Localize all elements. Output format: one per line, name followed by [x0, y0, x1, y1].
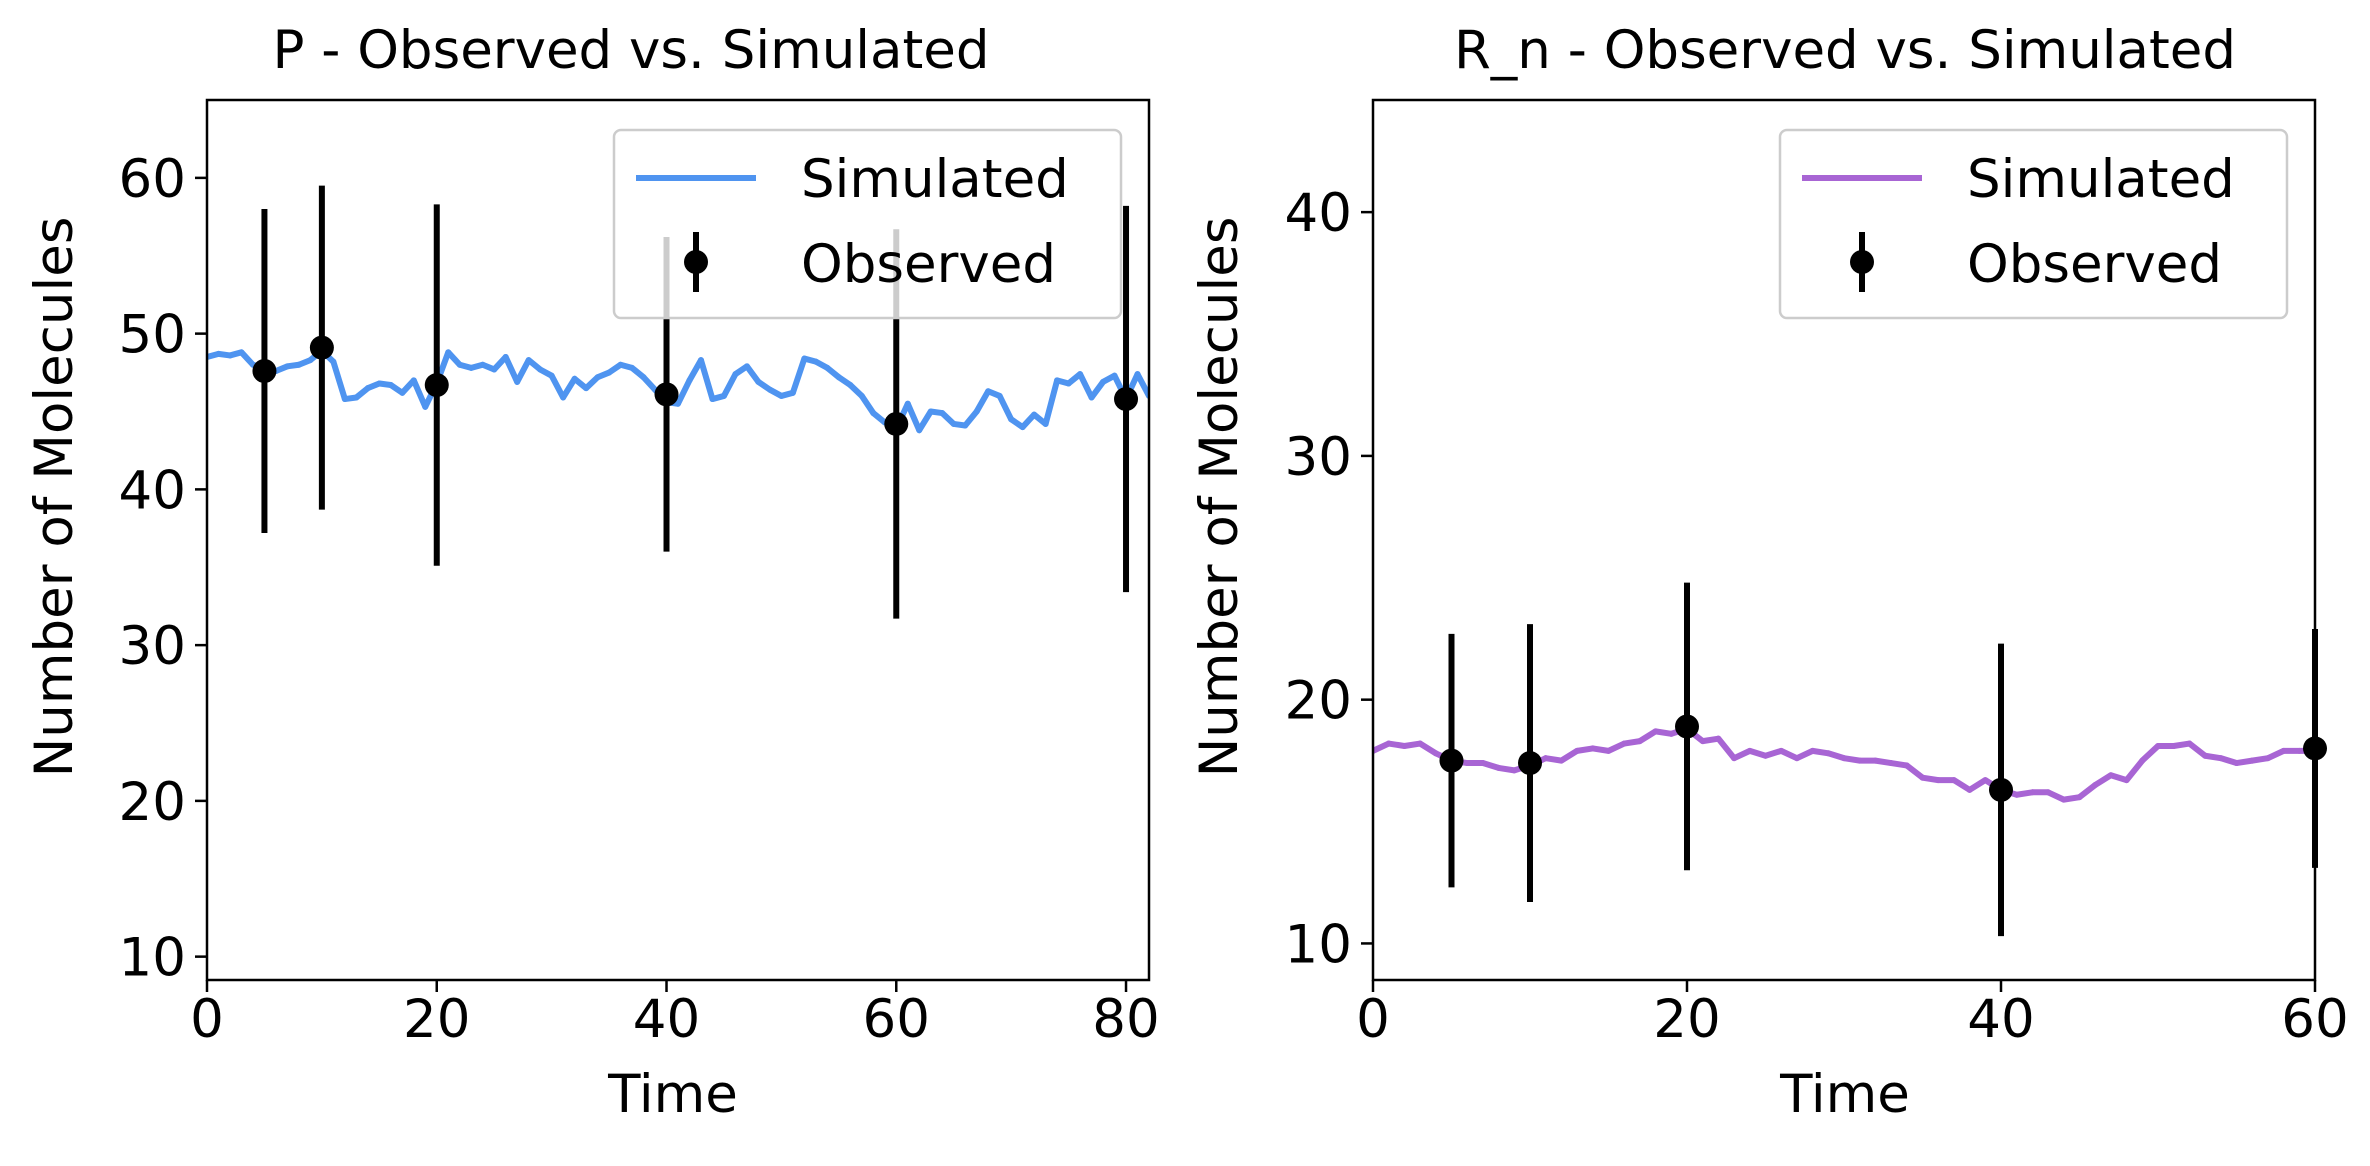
simulated-line-segment [743, 363, 762, 385]
legend: Simulated Observed [612, 128, 1123, 320]
legend-simulated-label: Simulated [1967, 149, 2235, 210]
x-tick-label: 20 [403, 989, 470, 1050]
simulated-line-segment [2076, 781, 2099, 801]
observed-point [1675, 714, 1699, 739]
chart-panel-r-n: R_n - Observed vs. Simulated Time Number… [1189, 20, 2349, 1125]
simulated-line-segment [720, 371, 739, 399]
observed-point [654, 382, 679, 407]
simulated-line-segment [1088, 378, 1107, 401]
x-tick-label: 60 [863, 989, 930, 1050]
simulated-line-segment [1077, 371, 1095, 401]
observed-point [252, 359, 277, 384]
y-tick-label: 40 [1285, 183, 1352, 244]
legend-observed-marker [1850, 250, 1874, 274]
observed-point [884, 411, 909, 436]
y-tick-label: 50 [119, 305, 186, 366]
x-axis-label: Time [1779, 1064, 1910, 1125]
simulated-line-segment [2092, 772, 2114, 788]
simulated-line-segment [789, 355, 808, 396]
y-tick-label: 40 [119, 460, 186, 521]
chart-title: P - Observed vs. Simulated [272, 20, 989, 81]
x-tick-label: 0 [1356, 989, 1390, 1050]
simulated-line-segment [675, 377, 693, 407]
y-tick-label: 60 [119, 149, 186, 210]
observed-point [1989, 777, 2013, 802]
simulated-line-segment [916, 408, 934, 434]
x-tick-label: 0 [190, 989, 224, 1050]
y-tick-label: 10 [119, 928, 186, 989]
observed-point [1114, 387, 1139, 412]
chart-panel-p: P - Observed vs. Simulated Time Number o… [24, 20, 1160, 1125]
observed-series [1439, 582, 2327, 937]
axes-frame [1371, 98, 2317, 982]
x-tick-label: 20 [1653, 989, 1720, 1050]
chart-title: R_n - Observed vs. Simulated [1454, 20, 2236, 81]
tick-layer: 0 20 40 60 80 10 20 30 40 50 60 [119, 149, 1160, 1050]
simulated-line-segment [1042, 377, 1061, 427]
simulated-line-segment [962, 408, 980, 429]
simulated-line-segment [1903, 762, 1926, 781]
simulated-line-segment [1966, 777, 1989, 793]
simulated-series [1373, 725, 2315, 803]
simulated-line-segment [330, 358, 348, 403]
x-tick-label: 60 [2281, 989, 2348, 1050]
simulated-line-segment [1417, 740, 1439, 757]
simulated-series [207, 347, 1149, 434]
x-tick-label: 40 [633, 989, 700, 1050]
tick-layer: 0 20 40 60 10 20 30 40 [1285, 183, 2349, 1050]
simulated-line-segment [502, 353, 521, 385]
simulated-line-segment [548, 372, 567, 401]
simulated-line-segment [1558, 747, 1581, 764]
x-axis-label: Time [607, 1064, 738, 1125]
simulated-line-segment [2186, 740, 2209, 759]
observed-point [424, 373, 449, 398]
y-axis-label: Number of Molecules [24, 217, 85, 778]
observed-point [1518, 751, 1542, 776]
simulated-line-segment [904, 400, 923, 434]
simulated-line-segment [560, 375, 578, 401]
x-tick-label: 40 [1967, 989, 2034, 1050]
simulated-line-segment [2139, 742, 2161, 764]
plot-area [207, 185, 1149, 619]
simulated-line-segment [697, 357, 716, 403]
simulated-line-segment [1636, 728, 1659, 745]
y-tick-label: 30 [1285, 427, 1352, 488]
y-tick-label: 20 [119, 772, 186, 833]
y-axis-label: Number of Molecules [1189, 217, 1250, 778]
y-tick-label: 20 [1285, 671, 1352, 732]
legend-observed-label: Observed [801, 234, 1056, 295]
simulated-line-segment [1134, 371, 1149, 399]
simulated-line-segment [858, 392, 877, 417]
plot-area [1373, 582, 2327, 937]
legend: Simulated Observed [1778, 128, 2289, 320]
simulated-line-segment [514, 357, 532, 385]
observed-point [1439, 748, 1464, 773]
x-tick-label: 80 [1092, 989, 1159, 1050]
y-tick-label: 10 [1285, 914, 1352, 975]
legend-observed-marker [684, 250, 708, 274]
simulated-line-segment [996, 392, 1015, 423]
simulated-line-segment [1950, 777, 1973, 793]
y-tick-label: 30 [119, 616, 186, 677]
simulated-line-segment [973, 388, 992, 415]
observed-point [309, 335, 334, 360]
observed-series [252, 185, 1139, 619]
simulated-line-segment [410, 377, 429, 410]
legend-observed-label: Observed [1967, 234, 2222, 295]
legend-simulated-label: Simulated [801, 149, 1069, 210]
simulated-line-segment [2123, 757, 2146, 784]
simulated-line-segment [1715, 735, 1738, 762]
axes-frame [205, 98, 1151, 982]
